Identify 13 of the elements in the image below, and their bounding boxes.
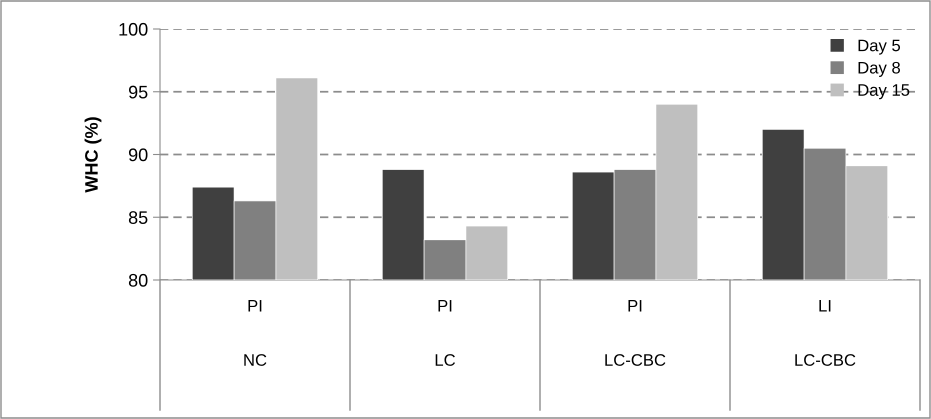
category-label: PI LC-CBC (605, 300, 666, 366)
category-label: PI LC (436, 300, 456, 366)
legend-label: Day 15 (858, 84, 910, 100)
legend-label: Day 8 (858, 62, 900, 77)
y-tick-label: 90 (128, 148, 148, 162)
y-tick-label: 95 (128, 86, 148, 98)
category-label: PI NC (244, 300, 266, 366)
y-tick-label: 85 (128, 211, 148, 224)
category-label: LI LC-CBC (795, 300, 856, 366)
legend-label: Day 5 (858, 40, 900, 55)
y-tick-label: 100 (119, 22, 148, 36)
y-tick-label: 80 (128, 274, 148, 287)
y-axis-title: WHC (%) (84, 117, 102, 193)
